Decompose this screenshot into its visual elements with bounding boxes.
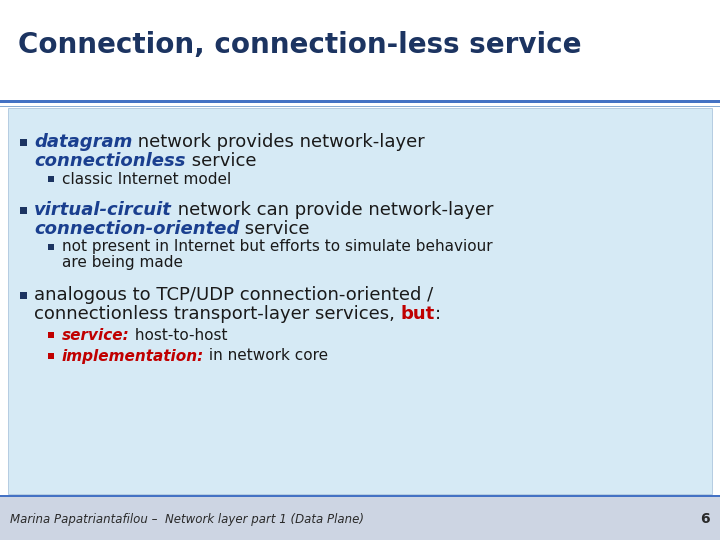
Text: service:: service: [62, 327, 130, 342]
Bar [0, 0, 720, 100]
Text: classic Internet model: classic Internet model [62, 172, 231, 186]
Text: 6: 6 [701, 512, 710, 526]
Bar [0, 105, 720, 107]
FancyBboxPatch shape [8, 108, 712, 494]
Bar [0, 497, 720, 540]
Bar [20, 138, 27, 145]
Bar [48, 353, 54, 359]
Text: analogous to TCP/UDP connection-oriented /: analogous to TCP/UDP connection-oriented… [34, 286, 433, 304]
Bar [20, 292, 27, 299]
Bar [48, 176, 54, 182]
Bar [48, 244, 54, 250]
Text: not present in Internet but efforts to simulate behaviour: not present in Internet but efforts to s… [62, 240, 492, 254]
Text: are being made: are being made [62, 255, 183, 271]
Text: network provides network-layer: network provides network-layer [132, 133, 425, 151]
Text: network can provide network-layer: network can provide network-layer [172, 201, 493, 219]
Text: virtual-circuit: virtual-circuit [34, 201, 172, 219]
Text: :: : [435, 305, 441, 323]
Text: but: but [400, 305, 435, 323]
Text: Marina Papatriantafilou –  Network layer part 1 (Data Plane): Marina Papatriantafilou – Network layer … [10, 512, 364, 525]
Bar [0, 100, 720, 103]
Text: service: service [186, 152, 256, 170]
Bar [20, 206, 27, 213]
Text: implementation:: implementation: [62, 348, 204, 363]
Text: in network core: in network core [204, 348, 328, 363]
Text: service: service [239, 220, 310, 238]
Text: Connection, connection-less service: Connection, connection-less service [18, 31, 582, 59]
Bar [48, 332, 54, 338]
Text: connectionless: connectionless [34, 152, 186, 170]
Text: connectionless transport-layer services,: connectionless transport-layer services, [34, 305, 400, 323]
Text: connection-oriented: connection-oriented [34, 220, 239, 238]
Text: datagram: datagram [34, 133, 132, 151]
Text: host-to-host: host-to-host [130, 327, 228, 342]
Bar [0, 495, 720, 497]
